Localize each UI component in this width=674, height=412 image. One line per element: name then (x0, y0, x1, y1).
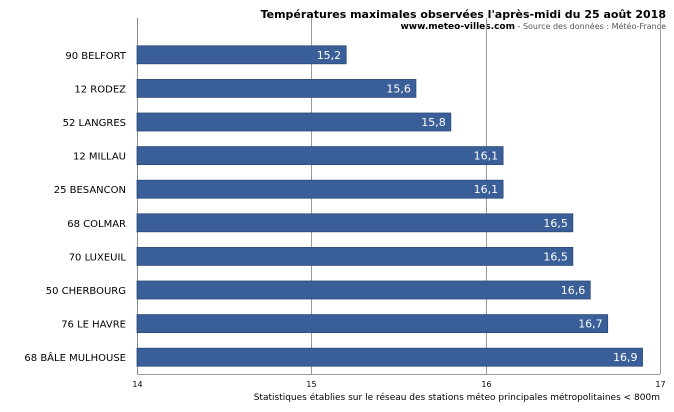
bar-value-label: 15,8 (421, 116, 446, 129)
bar-value-label: 15,2 (317, 49, 342, 62)
bar (136, 246, 574, 266)
ticks-layer: 14 15 16 17 (132, 380, 665, 389)
bar-value-label: 16,9 (613, 351, 638, 364)
subtitle: www.meteo-villes.com - Source des donnée… (400, 22, 666, 32)
bar (136, 146, 504, 166)
bar-value-label: 16,5 (543, 250, 568, 263)
category-label: 76 LE HAVRE (61, 320, 126, 331)
bar (136, 79, 417, 98)
x-tick-label: 14 (132, 380, 142, 389)
category-label: 90 BELFORT (65, 51, 126, 62)
bar (136, 314, 609, 334)
bar (136, 347, 643, 367)
bar (136, 280, 591, 300)
footnote: Statistiques établies sur le réseau des … (253, 393, 660, 403)
bar-value-label: 16,6 (561, 284, 586, 297)
source-note: - Source des données : Météo-France (514, 22, 667, 31)
bar-value-label: 16,5 (543, 217, 568, 230)
bar-value-label: 15,6 (386, 82, 411, 95)
bar (136, 112, 452, 132)
category-label: 25 BESANCON (54, 185, 126, 196)
category-label: 50 CHERBOURG (46, 286, 126, 297)
x-tick-label: 15 (306, 380, 316, 389)
category-label: 52 LANGRES (63, 118, 126, 129)
x-tick-label: 17 (655, 380, 665, 389)
labels-layer: 15,2 90 BELFORT 15,6 12 RODEZ 15,8 52 LANGRES… (24, 49, 637, 364)
site-link[interactable]: www.meteo-villes.com (400, 22, 515, 32)
chart-title: Températures maximales observées l'après… (260, 8, 666, 21)
bars-layer (136, 45, 643, 367)
category-label: 12 RODEZ (74, 84, 126, 95)
category-label: 68 COLMAR (67, 219, 126, 230)
bar (136, 213, 574, 233)
bar-value-label: 16,7 (578, 318, 603, 331)
bar-value-label: 16,1 (474, 183, 499, 196)
category-label: 70 LUXEUIL (69, 252, 127, 263)
bar-value-label: 16,1 (474, 150, 499, 163)
x-tick-label: 16 (481, 380, 491, 389)
category-label: 68 BÂLE MULHOUSE (24, 351, 126, 364)
bar (136, 45, 347, 65)
bar (136, 179, 504, 199)
category-label: 12 MILLAU (73, 152, 126, 163)
